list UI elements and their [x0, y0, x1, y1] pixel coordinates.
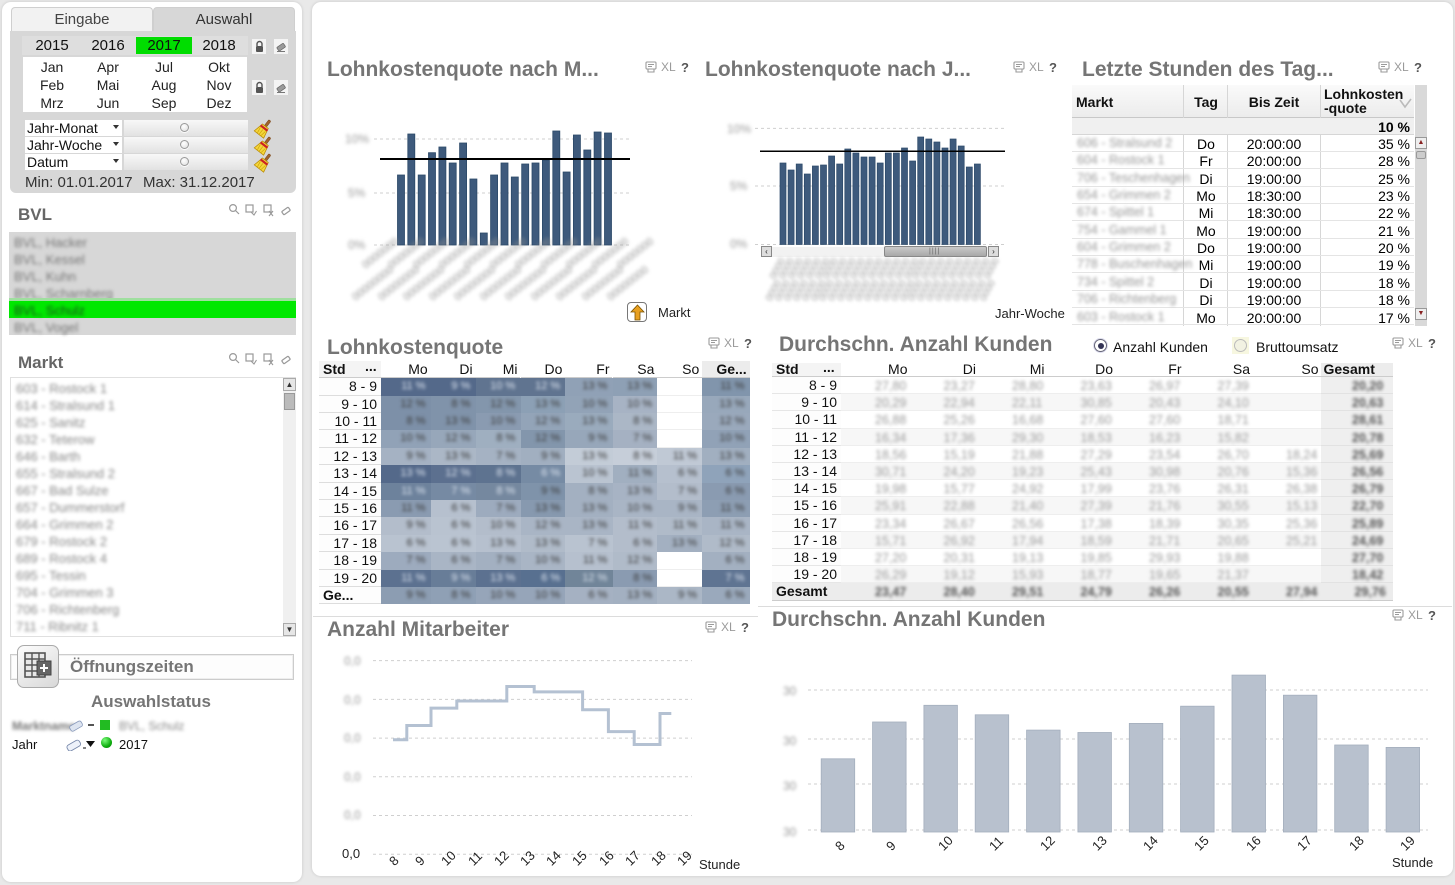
svg-text:?: ?	[744, 336, 752, 350]
svg-text:?: ?	[1428, 336, 1436, 350]
svg-text:XL: XL	[724, 336, 739, 350]
svg-text:XL: XL	[1029, 60, 1044, 74]
svg-text:?: ?	[1049, 60, 1057, 74]
svg-text:XL: XL	[1408, 608, 1423, 622]
svg-text:?: ?	[1428, 608, 1436, 622]
svg-text:XL: XL	[661, 60, 676, 74]
svg-text:?: ?	[681, 60, 689, 74]
svg-text:XL: XL	[1394, 60, 1409, 74]
svg-text:XL: XL	[721, 620, 736, 634]
svg-text:?: ?	[1414, 60, 1422, 74]
svg-text:XL: XL	[1408, 336, 1423, 350]
svg-text:?: ?	[741, 620, 749, 634]
